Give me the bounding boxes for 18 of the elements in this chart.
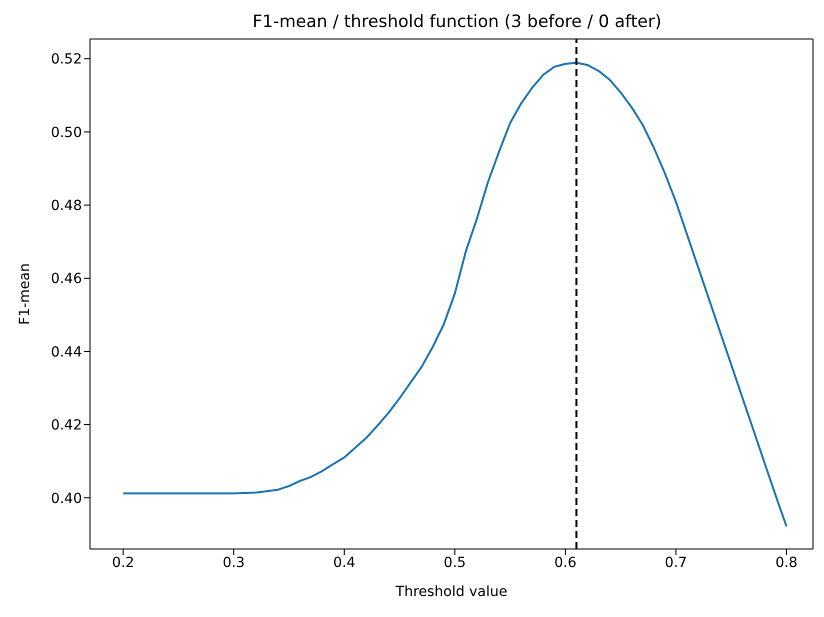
y-tick-label: 0.48 [50, 198, 82, 214]
x-tick-label: 0.3 [222, 554, 245, 571]
y-tick-label: 0.46 [50, 271, 82, 288]
chart-title: F1-mean / threshold function (3 before / 0 after) [252, 12, 662, 32]
y-tick-label: 0.42 [50, 418, 82, 434]
y-axis-title: F1-mean [16, 263, 33, 325]
x-tick-label: 0.2 [112, 554, 134, 571]
x-tick-label: 0.4 [333, 554, 356, 571]
y-tick-label: 0.44 [50, 344, 82, 360]
y-tick-label: 0.52 [50, 52, 82, 68]
x-tick-label: 0.6 [554, 554, 577, 571]
x-tick-label: 0.8 [775, 554, 798, 571]
x-tick-label: 0.7 [664, 554, 688, 571]
x-axis-title: Threshold value [394, 584, 508, 600]
y-tick-label: 0.50 [50, 124, 82, 141]
y-tick-label: 0.40 [50, 490, 82, 507]
x-tick-label: 0.5 [444, 554, 466, 571]
line-series [122, 62, 788, 528]
